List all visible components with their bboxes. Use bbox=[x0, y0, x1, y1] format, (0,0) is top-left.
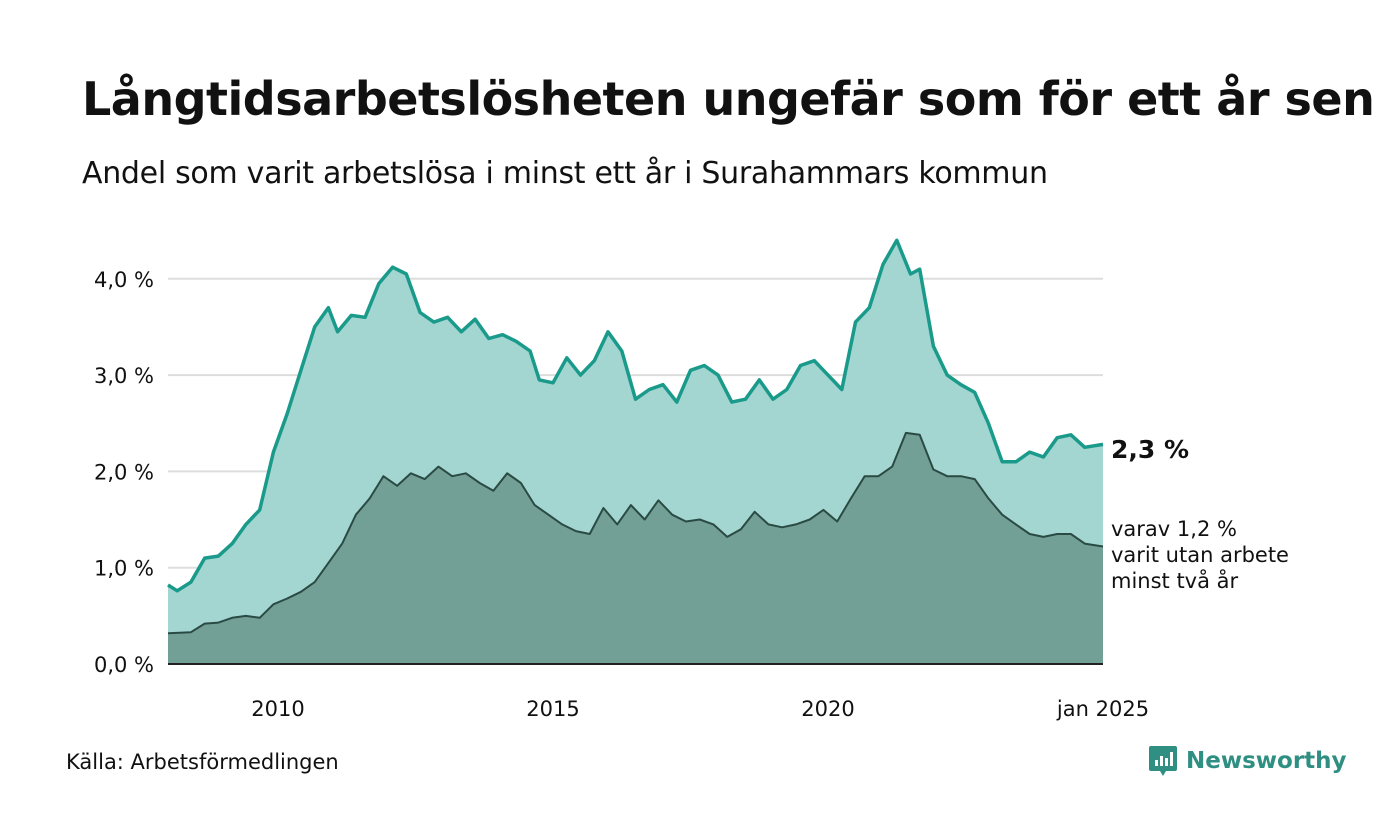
chart-areas bbox=[167, 238, 1104, 665]
x-tick-label: 2020 bbox=[801, 697, 854, 721]
x-tick-label: jan 2025 bbox=[1056, 697, 1149, 721]
brand-name: Newsworthy bbox=[1186, 748, 1347, 774]
newsworthy-logo-icon bbox=[1149, 746, 1177, 776]
y-tick-label: 4,0 % bbox=[94, 268, 154, 292]
brand-logo[interactable]: Newsworthy bbox=[1148, 744, 1347, 778]
sub-label-line: varav 1,2 % bbox=[1111, 517, 1237, 541]
chart-title: Långtidsarbetslösheten ungefär som för e… bbox=[82, 72, 1375, 126]
y-tick-label: 3,0 % bbox=[94, 364, 154, 388]
chart-subtitle: Andel som varit arbetslösa i minst ett å… bbox=[82, 156, 1048, 191]
y-tick-label: 1,0 % bbox=[94, 557, 154, 581]
value-label: 2,3 % bbox=[1111, 435, 1189, 464]
x-tick-label: 2015 bbox=[526, 697, 579, 721]
sub-label-line: varit utan arbete bbox=[1111, 543, 1289, 567]
series-minst-tva-ar-line bbox=[167, 431, 1104, 635]
series-minst-ett-ar-line bbox=[167, 238, 1104, 593]
y-tick-label: 0,0 % bbox=[94, 653, 154, 677]
x-tick-label: 2010 bbox=[251, 697, 304, 721]
axes: 0,0 % 1,0 % 2,0 % 3,0 % 4,0 % 2010 2015 2020 jan… bbox=[94, 268, 1149, 721]
series-minst-tva-ar-area bbox=[168, 432, 1103, 664]
sub-label-line: minst två år bbox=[1111, 568, 1239, 593]
source-note: Källa: Arbetsförmedlingen bbox=[66, 750, 339, 774]
y-tick-label: 2,0 % bbox=[94, 460, 154, 484]
